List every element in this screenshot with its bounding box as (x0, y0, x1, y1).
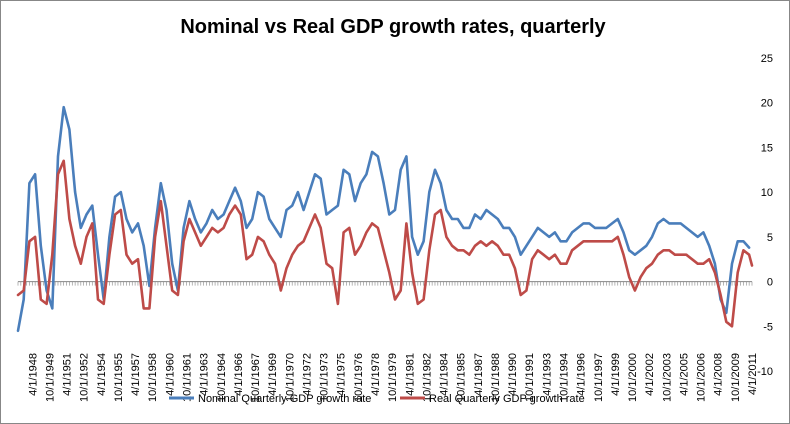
x-axis: 4/1/1948 10/1/1949 4/1/1951 10/1/1952 4/1/19… (17, 281, 759, 402)
x-tick-label: 10/1/2000 (627, 353, 639, 402)
x-tick-label: 4/1/1993 (541, 353, 553, 396)
legend-label-real: Real Quarterly GDP growth rate (429, 393, 585, 405)
x-tick-label: 10/1/2003 (661, 353, 673, 402)
y-tick-label: 25 (761, 53, 773, 65)
x-tick-label: 10/1/1991 (524, 353, 536, 402)
series-layer (16, 105, 754, 333)
x-tick-label: 4/1/1978 (370, 353, 382, 396)
x-tick-label: 4/1/2005 (678, 353, 690, 396)
x-tick-label: 4/1/1954 (96, 353, 108, 396)
x-tick-label: 10/1/1988 (490, 353, 502, 402)
x-tick-label: 10/1/1985 (456, 353, 468, 402)
x-tick-label: 10/1/1970 (284, 353, 296, 402)
y-tick-label: 15 (761, 142, 773, 154)
y-tick-label: -5 (763, 321, 773, 333)
x-tick-label: 4/1/1951 (62, 353, 74, 396)
series-line-real (16, 159, 754, 328)
y-tick-label: 20 (761, 98, 773, 110)
x-tick-label: 4/1/1966 (233, 353, 245, 396)
x-tick-label: 10/1/1961 (182, 353, 194, 402)
x-tick-label: 10/1/1994 (559, 353, 571, 402)
x-tick-label: 4/1/1990 (507, 353, 519, 396)
x-tick-label: 10/1/2006 (696, 353, 708, 402)
x-tick-label: 10/1/1967 (250, 353, 262, 402)
x-tick-label: 4/1/1999 (610, 353, 622, 396)
x-tick-label: 4/1/1960 (164, 353, 176, 396)
x-tick-label: 10/1/1997 (593, 353, 605, 402)
x-tick-label: 4/1/1969 (267, 353, 279, 396)
x-tick-label: 4/1/1948 (27, 353, 39, 396)
y-tick-label: 5 (767, 232, 773, 244)
legend: Nominal Quarterly GDP growth rate Real Q… (169, 393, 585, 405)
series-line-nominal (16, 105, 751, 333)
y-tick-label: 0 (767, 277, 773, 289)
y-tick-label: -10 (757, 366, 773, 378)
x-tick-label: 4/1/1972 (301, 353, 313, 396)
x-tick-label: 4/1/2011 (747, 353, 759, 395)
x-tick-label: 10/1/2009 (730, 353, 742, 402)
x-tick-label: 10/1/1955 (113, 353, 125, 402)
x-tick-label: 4/1/1981 (404, 353, 416, 396)
x-tick-label: 4/1/1957 (130, 353, 142, 396)
chart-title: Nominal vs Real GDP growth rates, quarte… (180, 16, 606, 38)
x-tick-label: 10/1/1958 (147, 353, 159, 402)
x-tick-label: 4/1/1975 (336, 353, 348, 396)
y-tick-label: 10 (761, 187, 773, 199)
x-tick-label: 10/1/1952 (79, 353, 91, 402)
y-axis-tick-labels: -10 -5 0 5 10 15 20 25 (757, 53, 773, 378)
x-tick-label: 10/1/1982 (421, 353, 433, 402)
x-tick-label: 4/1/2002 (644, 353, 656, 396)
x-tick-label: 4/1/1984 (439, 353, 451, 396)
x-tick-label: 10/1/1979 (387, 353, 399, 402)
x-tick-label: 10/1/1964 (216, 353, 228, 402)
legend-label-nominal: Nominal Quarterly GDP growth rate (198, 393, 371, 405)
x-tick-label: 4/1/1987 (473, 353, 485, 396)
x-tick-label: 4/1/2008 (713, 353, 725, 396)
x-tick-label: 10/1/1973 (319, 353, 331, 402)
x-tick-label: 4/1/1963 (199, 353, 211, 396)
x-tick-label: 10/1/1976 (353, 353, 365, 402)
x-tick-label: 10/1/1949 (44, 353, 56, 402)
x-tick-label: 4/1/1996 (576, 353, 588, 396)
